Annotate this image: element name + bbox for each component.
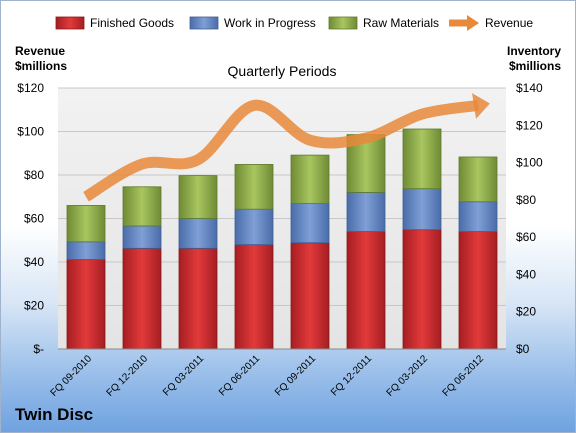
bar-raw-materials [122, 186, 162, 227]
chart-title: Quarterly Periods [228, 63, 337, 79]
right-axis-tick-label: $140 [516, 81, 543, 95]
bar-work-in-progress [402, 188, 442, 231]
legend-label: Work in Progress [224, 16, 316, 30]
bar-raw-materials [178, 175, 218, 219]
bar-work-in-progress [458, 201, 498, 232]
legend: Finished Goods Work in Progress Raw Materi… [55, 15, 533, 31]
right-axis-title: Inventory [507, 44, 561, 58]
legend-arrow-revenue [467, 15, 479, 31]
x-tick-label: FQ 06-2012 [441, 353, 487, 399]
bar-raw-materials [234, 164, 274, 210]
x-tick-label: FQ 03-2012 [385, 353, 431, 399]
bar-finished-goods [346, 231, 386, 350]
bar-work-in-progress [290, 203, 330, 244]
x-tick-label: FQ 09-2011 [273, 353, 318, 398]
bar-raw-materials [290, 154, 330, 204]
legend-label: Finished Goods [90, 16, 174, 30]
right-axis-tick-label: $20 [516, 305, 536, 319]
right-axis-tick-label: $100 [516, 156, 543, 170]
bar-raw-materials [402, 128, 442, 190]
legend-label: Raw Materials [363, 16, 439, 30]
left-axis-tick-label: $40 [24, 255, 44, 269]
bar-work-in-progress [178, 218, 218, 249]
legend-swatch-finished-goods [55, 16, 85, 30]
left-axis-tick-label: $100 [17, 125, 44, 139]
right-axis-tick-label: $40 [516, 267, 536, 281]
bars [66, 128, 498, 350]
bar-finished-goods [458, 231, 498, 350]
left-axis-title: $millions [15, 59, 67, 73]
bar-finished-goods [122, 247, 162, 350]
right-axis-tick-label: $60 [516, 230, 536, 244]
revenue-line [83, 99, 479, 202]
bar-work-in-progress [66, 241, 106, 260]
left-axis-tick-label: $- [33, 342, 44, 356]
left-axis-tick-label: $80 [24, 168, 44, 182]
bar-work-in-progress [346, 191, 386, 232]
left-axis-title: Revenue [15, 44, 65, 58]
revenue-arrowhead [472, 93, 490, 119]
legend-swatch-raw-materials [328, 16, 358, 30]
bar-finished-goods [402, 229, 442, 350]
bar-raw-materials [66, 205, 106, 243]
x-tick-label: FQ 12-2011 [329, 353, 374, 398]
bar-work-in-progress [122, 225, 162, 249]
right-axis-tick-label: $80 [516, 193, 536, 207]
right-axis-tick-label: $0 [516, 342, 530, 356]
left-axis-tick-label: $120 [17, 81, 44, 95]
company-name: Twin Disc [15, 405, 94, 424]
x-tick-label: FQ 09-2010 [49, 353, 95, 399]
right-axis-tick-label: $120 [516, 118, 543, 132]
x-tick-label: FQ 06-2011 [217, 353, 262, 398]
left-axis-tick-label: $20 [24, 299, 44, 313]
x-tick-label: FQ 03-2011 [161, 353, 206, 398]
x-tick-label: FQ 12-2010 [105, 353, 151, 399]
right-axis-title: $millions [509, 59, 561, 73]
left-axis-tick-label: $60 [24, 212, 44, 226]
bar-raw-materials [458, 156, 498, 203]
legend-label: Revenue [485, 16, 533, 30]
legend-swatch-work-in-progress [189, 16, 219, 30]
bar-finished-goods [66, 259, 106, 350]
revenue-line-layer [83, 93, 490, 202]
bar-finished-goods [178, 247, 218, 350]
bar-work-in-progress [234, 208, 274, 246]
bar-finished-goods [234, 244, 274, 350]
bar-finished-goods [290, 242, 330, 350]
